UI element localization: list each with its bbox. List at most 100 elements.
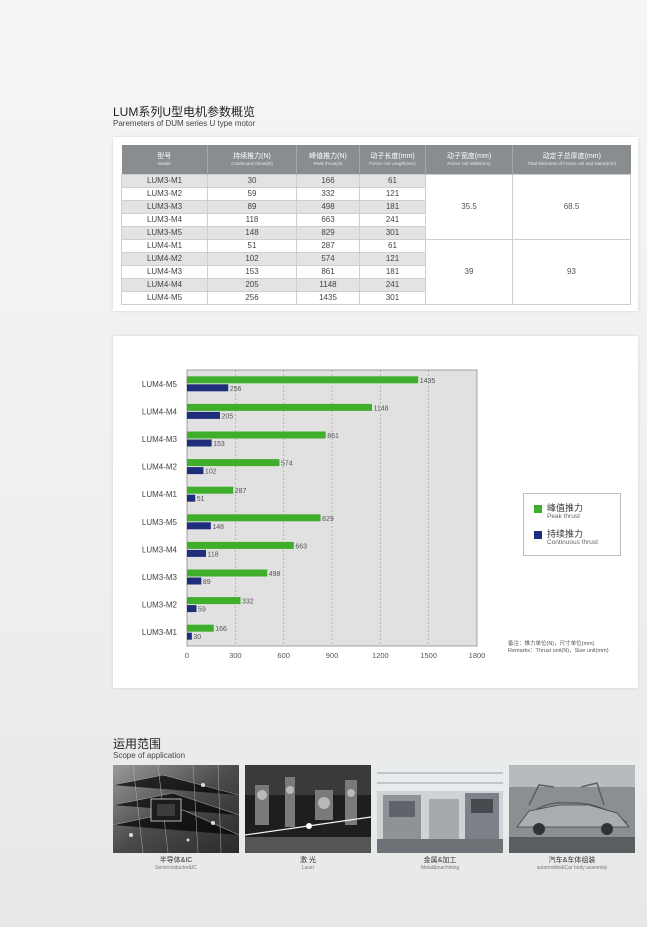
- x-tick-label: 300: [229, 651, 242, 660]
- data-label: 498: [269, 571, 281, 578]
- semiconductor-photo-icon: [113, 765, 239, 853]
- table-row: LUM3-M5 148 829 301: [121, 226, 631, 240]
- legend-swatch-peak: [534, 505, 542, 513]
- x-tick-label: 1200: [372, 651, 389, 660]
- data-label: 663: [295, 543, 307, 550]
- params-title-cn: LUM系列U型电机参数概览: [113, 105, 256, 119]
- bar-continuous: [187, 549, 207, 557]
- data-label: 59: [198, 607, 206, 614]
- bar-peak: [187, 459, 280, 467]
- data-label: 861: [327, 433, 339, 440]
- cell-peak: 663: [296, 213, 360, 227]
- scope-item-metal: 金属&加工 Metal&machining: [377, 765, 503, 871]
- parameters-table: 型号 Model 持续推力(N) Continuous thrust(N) 峰值推力…: [121, 145, 631, 305]
- bar-continuous: [187, 494, 196, 502]
- cell-length: 301: [359, 226, 426, 240]
- cell-length: 61: [359, 239, 426, 253]
- cell-width-lum4: 39: [425, 239, 513, 305]
- data-label: 102: [205, 469, 217, 476]
- bar-peak: [187, 569, 268, 577]
- cell-continuous: 205: [207, 278, 297, 292]
- scope-title-cn: 运用范围: [113, 737, 162, 751]
- cell-model: LUM4-M1: [121, 239, 208, 253]
- scope-label-cn: 金属&加工: [423, 857, 457, 864]
- table-row: LUM3-M1 30 166 61 35.5 68.5: [121, 174, 631, 240]
- table-row: LUM4-M1 51 287 61 39 93: [121, 239, 631, 305]
- cell-continuous: 59: [207, 187, 297, 201]
- cell-model: LUM3-M5: [121, 226, 208, 240]
- data-label: 118: [208, 551, 219, 558]
- cell-peak: 829: [296, 226, 360, 240]
- chart-remarks: 备注：推力单位(N)，尺寸单位(mm) Remarks：Thrust unit(…: [508, 641, 609, 655]
- bar-peak: [187, 431, 326, 439]
- cell-continuous: 148: [207, 226, 297, 240]
- data-label: 51: [197, 496, 205, 503]
- cell-length: 241: [359, 278, 426, 292]
- cell-peak: 1148: [296, 278, 360, 292]
- car-assembly-photo-icon: [509, 765, 635, 853]
- cell-length: 301: [359, 291, 426, 305]
- scope-label-en: Semiconductor&IC: [155, 865, 197, 871]
- scope-label-cn: 汽车&车体组装: [548, 857, 596, 864]
- parameters-table-card: 型号 Model 持续推力(N) Continuous thrust(N) 峰值推力…: [113, 137, 638, 311]
- cell-continuous: 118: [207, 213, 297, 227]
- table-row: LUM4-M3 153 861 181: [121, 265, 631, 279]
- data-label: 205: [222, 413, 234, 420]
- category-label: LUM4-M2: [142, 463, 178, 472]
- table-header-row: 型号 Model 持续推力(N) Continuous thrust(N) 峰值推力…: [121, 145, 631, 175]
- cell-peak: 861: [296, 265, 360, 279]
- bar-continuous: [187, 522, 211, 530]
- data-label: 30: [193, 634, 201, 641]
- data-label: 166: [215, 626, 227, 633]
- header-continuous-thrust: 持续推力(N) Continuous thrust(N): [207, 145, 297, 175]
- cell-peak: 574: [296, 252, 360, 266]
- cell-model: LUM4-M3: [121, 265, 208, 279]
- header-model: 型号 Model: [121, 145, 208, 175]
- scope-label-cn: 半导体&IC: [159, 857, 193, 864]
- metal-machining-photo-icon: [377, 765, 503, 853]
- table-row: LUM3-M3 89 498 181: [121, 200, 631, 214]
- cell-continuous: 30: [207, 174, 297, 188]
- header-peak-thrust: 峰值推力(N) Peak thrust(N): [296, 145, 360, 175]
- table-row: LUM3-M4 118 663 241: [121, 213, 631, 227]
- chart-remarks-en: Remarks：Thrust unit(N)，Size unit(mm): [508, 648, 609, 654]
- legend-label-continuous-cn: 持续推力: [547, 529, 584, 539]
- cell-length: 181: [359, 200, 426, 214]
- x-tick-label: 900: [326, 651, 339, 660]
- scope-title-en: Scope of application: [113, 751, 186, 760]
- scope-label-en: Metal&machining: [420, 865, 460, 871]
- category-label: LUM4-M4: [142, 407, 178, 416]
- cell-width-lum3: 35.5: [425, 174, 513, 240]
- bar-continuous: [187, 439, 212, 447]
- cell-continuous: 256: [207, 291, 297, 305]
- category-label: LUM3-M4: [142, 545, 178, 554]
- cell-model: LUM3-M1: [121, 174, 208, 188]
- category-label: LUM3-M5: [142, 518, 178, 527]
- bar-peak: [187, 597, 241, 605]
- legend-label-peak-cn: 峰值推力: [547, 503, 584, 513]
- cell-peak: 332: [296, 187, 360, 201]
- data-label: 256: [230, 386, 242, 393]
- cell-continuous: 51: [207, 239, 297, 253]
- cell-model: LUM4-M2: [121, 252, 208, 266]
- bar-peak: [187, 624, 214, 632]
- data-label: 287: [235, 488, 247, 495]
- scope-item-automobile: 汽车&车体组装 automobile&Car body assembly: [509, 765, 635, 871]
- header-total-thickness: 动定子总厚度(mm) Total thickness of Forcer coil…: [512, 145, 631, 175]
- category-label: LUM4-M3: [142, 435, 178, 444]
- params-title-en: Paremeters of DUM series U type motor: [113, 119, 256, 128]
- cell-length: 121: [359, 187, 426, 201]
- cell-peak: 287: [296, 239, 360, 253]
- data-label: 89: [203, 579, 211, 586]
- cell-peak: 1435: [296, 291, 360, 305]
- cell-model: LUM4-M5: [121, 291, 208, 305]
- scope-item-laser: 激 光 Laser: [245, 765, 371, 871]
- data-label: 332: [242, 599, 254, 606]
- cell-model: LUM4-M4: [121, 278, 208, 292]
- cell-peak: 166: [296, 174, 360, 188]
- table-row: LUM4-M5 256 1435 301: [121, 291, 631, 305]
- data-label: 829: [322, 516, 334, 523]
- cell-length: 121: [359, 252, 426, 266]
- legend-label-continuous-en: Continuous thrust: [547, 539, 598, 546]
- bar-peak: [187, 541, 294, 549]
